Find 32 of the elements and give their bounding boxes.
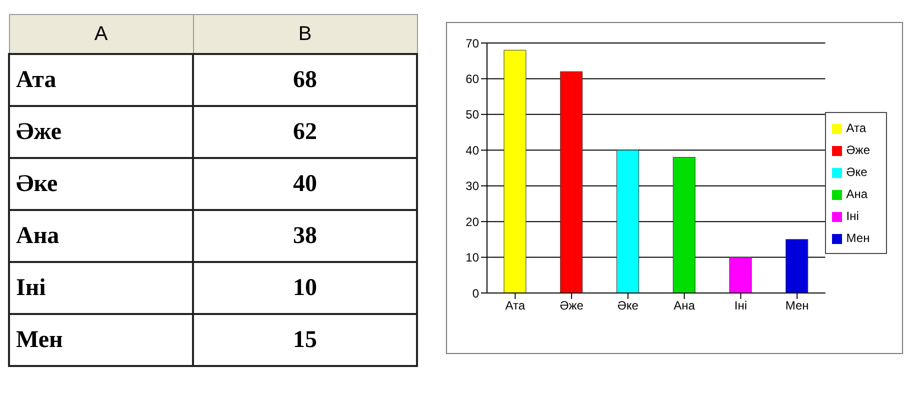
x-tick-label: Әже [560,298,584,313]
legend-label: Іні [846,209,859,223]
y-tick-label: 0 [472,286,480,300]
legend-label: Әке [846,165,868,179]
text: A [9,14,193,54]
text: 62 [193,106,417,158]
x-tick-label: Әке [617,298,639,313]
y-tick-label: 60 [466,72,480,86]
legend-label: Мен [846,231,870,245]
x-tick-label: Ата [505,298,526,313]
text: B [193,14,417,54]
text: 10 [193,262,417,314]
legend-label: Әже [846,143,870,157]
legend-label: Ата [846,121,866,135]
x-tick-label: Ана [674,298,696,313]
y-tick-label: 50 [466,108,480,122]
y-tick-label: 10 [466,250,480,265]
y-tick-label: 40 [466,143,480,158]
text: 40 [193,158,417,210]
text: 38 [193,210,417,262]
y-tick-label: 70 [466,36,480,50]
text: Ана [9,210,193,262]
y-tick-label: 30 [466,179,480,194]
text: Ата [9,54,193,106]
text: 15 [193,314,417,366]
text: Әке [9,158,193,210]
y-tick-label: 20 [466,214,480,229]
x-tick-label: Мен [785,298,809,313]
legend-label: Ана [846,187,868,201]
text: Әже [9,106,193,158]
x-tick-label: Іні [734,298,748,313]
text: 68 [193,54,417,106]
